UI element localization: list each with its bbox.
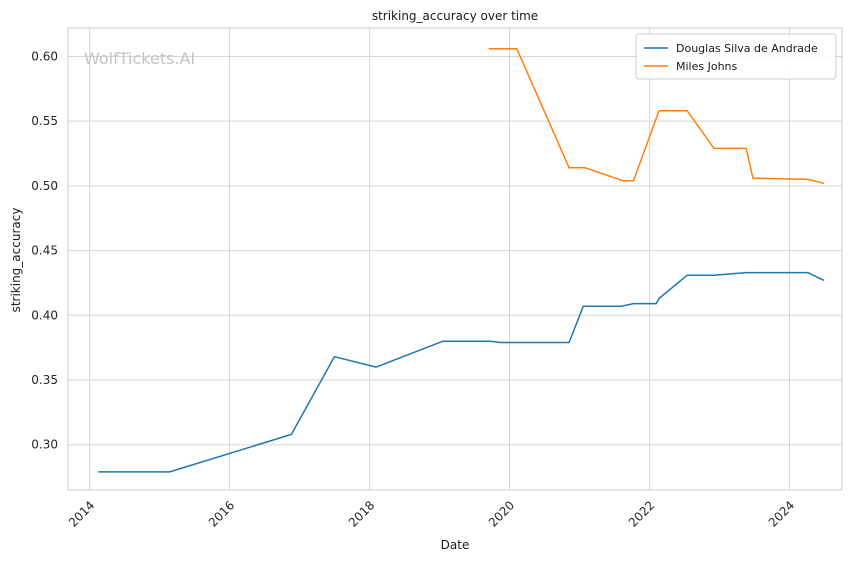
y-tick-label: 0.50 xyxy=(31,179,58,193)
x-tick-label: 2022 xyxy=(626,498,657,529)
x-tick-label: 2014 xyxy=(66,498,97,529)
y-tick-label: 0.55 xyxy=(31,114,58,128)
x-tick-label: 2018 xyxy=(346,498,377,529)
y-tick-label: 0.35 xyxy=(31,373,58,387)
series-line-1 xyxy=(98,271,825,473)
chart-title: striking_accuracy over time xyxy=(372,9,538,23)
legend-label: Miles Johns xyxy=(676,60,738,73)
series-layer xyxy=(98,47,825,473)
y-tick-label: 0.45 xyxy=(31,244,58,258)
series-line-2 xyxy=(488,47,825,185)
x-axis-label: Date xyxy=(441,538,470,552)
y-tick-label: 0.40 xyxy=(31,308,58,322)
y-tick-label: 0.30 xyxy=(31,438,58,452)
watermark: WolfTickets.AI xyxy=(84,49,195,68)
legend-label: Douglas Silva de Andrade xyxy=(676,42,818,55)
legend-box xyxy=(635,33,837,80)
grid xyxy=(68,28,842,490)
y-tick-label: 0.60 xyxy=(31,49,58,63)
x-axis-ticks: 2014 2016 2018 2020 2022 2024 xyxy=(66,498,797,529)
x-tick-label: 2024 xyxy=(766,498,797,529)
y-axis-ticks: 0.30 0.35 0.40 0.45 0.50 0.55 0.60 xyxy=(31,49,58,451)
y-axis-label: striking_accuracy xyxy=(9,208,23,313)
x-tick-label: 2016 xyxy=(206,498,237,529)
x-tick-label: 2020 xyxy=(486,498,517,529)
legend: Douglas Silva de Andrade Miles Johns xyxy=(635,33,837,80)
plot-frame xyxy=(67,27,843,491)
